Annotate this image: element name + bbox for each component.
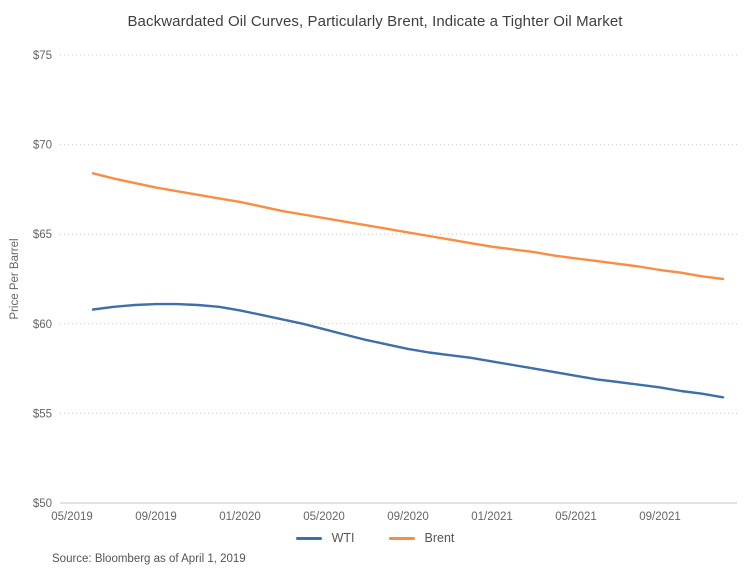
legend-item-brent: Brent [388, 531, 455, 545]
legend-item-wti: WTI [295, 531, 355, 545]
y-tick-label-55: $55 [33, 408, 52, 420]
x-tick-label-09-2021: 09/2021 [639, 511, 681, 523]
x-tick-label-05-2019: 05/2019 [51, 511, 93, 523]
y-tick-label-60: $60 [33, 319, 52, 331]
x-tick-label-05-2021: 05/2021 [555, 511, 597, 523]
y-tick-label-75: $75 [33, 50, 52, 62]
legend-label-wti: WTI [331, 531, 355, 545]
wti-line-swatch [295, 536, 322, 540]
chart-legend: WTI Brent [0, 531, 750, 545]
chart-title: Backwardated Oil Curves, Particularly Br… [127, 13, 623, 30]
x-tick-label-01-2020: 01/2020 [219, 511, 261, 523]
x-tick-label-09-2019: 09/2019 [135, 511, 177, 523]
y-tick-label-65: $65 [33, 229, 52, 241]
legend-label-brent: Brent [424, 531, 455, 545]
brent-line-swatch [388, 536, 415, 540]
y-tick-label-50: $50 [33, 498, 52, 510]
y-axis-title: Price Per Barrel [9, 238, 21, 319]
wti-line [91, 302, 725, 399]
x-tick-label-01-2021: 01/2021 [471, 511, 513, 523]
x-tick-label-05-2020: 05/2020 [303, 511, 345, 523]
brent-line [91, 172, 725, 281]
x-tick-label-09-2020: 09/2020 [387, 511, 429, 523]
y-tick-label-70: $70 [33, 140, 52, 152]
source-note: Source: Bloomberg as of April 1, 2019 [52, 553, 246, 565]
